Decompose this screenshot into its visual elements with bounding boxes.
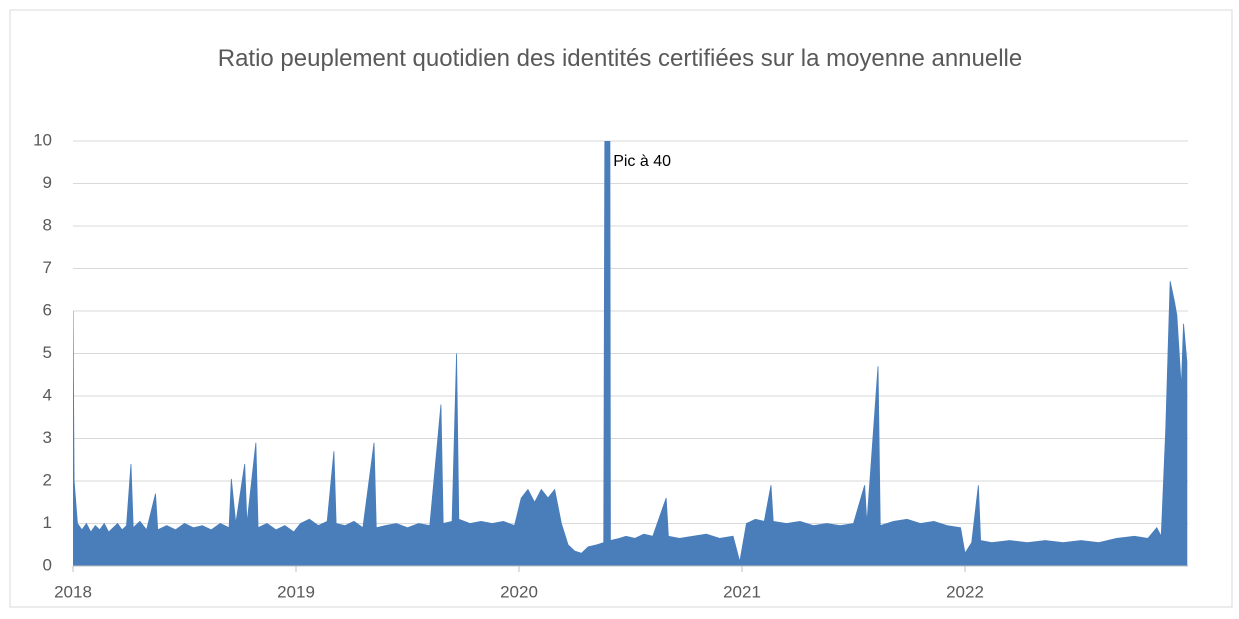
y-tick-label: 3 [43, 428, 52, 447]
area [73, 141, 1188, 566]
y-tick-label: 5 [43, 343, 52, 362]
y-tick-label: 0 [43, 555, 52, 574]
grid [73, 140, 1188, 567]
y-tick-label: 4 [43, 385, 52, 404]
x-tick-label: 2019 [277, 582, 315, 601]
x-tick-label: 2021 [723, 582, 761, 601]
x-tick-label: 2020 [500, 582, 538, 601]
axes: 0 1 2 3 4 5 6 7 8 9 10 2018 2019 2020 2021 2022 Pic à 40 [33, 130, 1188, 601]
annotation: Pic à 40 [613, 153, 671, 170]
plot-area [73, 141, 1188, 566]
y-tick-label: 1 [43, 513, 52, 532]
y-tick-label: 7 [43, 258, 52, 277]
chart-title: Ratio peuplement quotidien des identités… [217, 45, 1023, 72]
x-tick-label: 2022 [946, 582, 984, 601]
y-tick-label: 8 [43, 215, 52, 234]
y-tick-label: 2 [43, 470, 52, 489]
y-tick-label: 10 [33, 130, 52, 149]
x-tick-label: 2018 [54, 582, 92, 601]
y-tick-label: 6 [43, 300, 52, 319]
chart-border [9, 9, 1233, 608]
y-tick-label: 9 [43, 173, 52, 192]
